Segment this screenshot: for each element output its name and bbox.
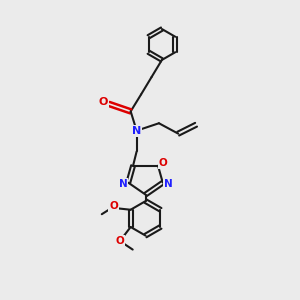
Text: N: N (118, 179, 127, 189)
Text: O: O (115, 236, 124, 246)
Text: N: N (132, 126, 141, 136)
Text: O: O (99, 98, 108, 107)
Text: O: O (109, 201, 118, 211)
Text: O: O (159, 158, 168, 168)
Text: N: N (164, 179, 172, 189)
